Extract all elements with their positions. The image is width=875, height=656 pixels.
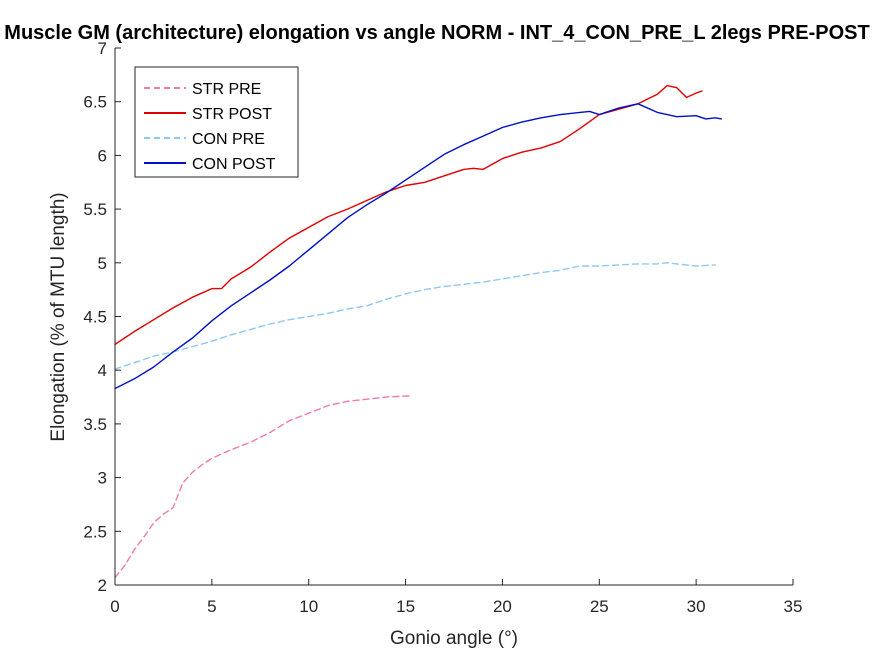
y-tick-label: 4 <box>98 361 107 380</box>
x-tick-label: 25 <box>590 597 609 616</box>
series-line-con-pre <box>114 262 717 370</box>
y-tick-label: 6 <box>98 146 107 165</box>
legend-box <box>134 66 299 178</box>
legend-label: CON PRE <box>192 131 265 148</box>
x-tick-label: 30 <box>687 597 706 616</box>
x-ticks: 0 5 10 15 20 25 30 35 <box>110 579 802 616</box>
legend-label: STR PRE <box>192 81 261 98</box>
x-tick-label: 5 <box>207 597 216 616</box>
x-axis-label: Gonio angle (°) <box>390 628 518 649</box>
x-tick-label: 15 <box>396 597 415 616</box>
chart-title: Muscle GM (architecture) elongation vs a… <box>4 22 869 44</box>
y-tick-label: 5.5 <box>83 200 107 219</box>
x-tick-label: 20 <box>493 597 512 616</box>
legend-label: CON POST <box>192 156 276 173</box>
series-layer <box>114 84 722 579</box>
y-tick-label: 2.5 <box>83 522 107 541</box>
y-tick-label: 7 <box>98 39 107 58</box>
y-tick-label: 3 <box>98 469 107 488</box>
x-tick-label: 0 <box>110 597 119 616</box>
y-axis-label: Elongation (% of MTU length) <box>48 192 69 441</box>
series-line-str-pre <box>114 395 413 579</box>
y-tick-label: 3.5 <box>83 415 107 434</box>
legend-label: STR POST <box>192 106 272 123</box>
series-line-con-post <box>114 103 722 390</box>
y-tick-label: 4.5 <box>83 308 107 327</box>
legend: STR PRE STR POST CON PRE CON POST <box>134 66 299 178</box>
legend-items: STR PRE STR POST CON PRE CON POST <box>144 81 276 173</box>
x-tick-label: 10 <box>299 597 318 616</box>
x-tick-label: 35 <box>784 597 803 616</box>
y-ticks: 2 2.5 3 3.5 4 4.5 5 5.5 6 6.5 7 <box>83 39 121 595</box>
series-line-str-post <box>114 84 703 346</box>
y-tick-label: 6.5 <box>83 93 107 112</box>
y-tick-label: 2 <box>98 576 107 595</box>
y-tick-label: 5 <box>98 254 107 273</box>
